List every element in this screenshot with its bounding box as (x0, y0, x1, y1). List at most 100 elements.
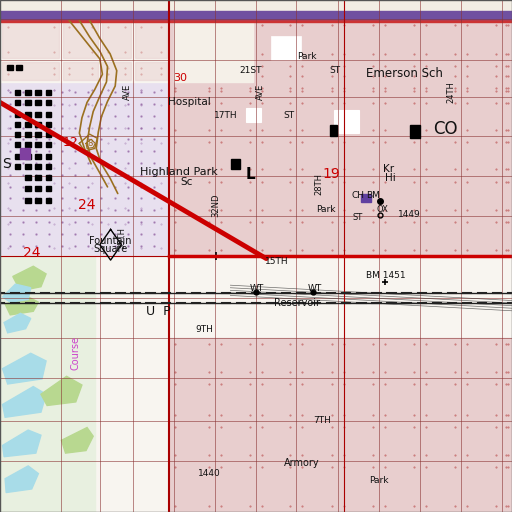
Bar (217, 62, 254, 80)
Text: L: L (246, 167, 255, 182)
Bar (35, 164, 41, 169)
Bar (63, 178, 98, 214)
Bar (171, 340, 213, 376)
Text: ST: ST (284, 111, 295, 120)
Bar (340, 340, 377, 376)
Bar (2, 218, 59, 254)
Bar (171, 138, 213, 174)
Text: Armory: Armory (284, 458, 320, 468)
Bar (381, 84, 418, 95)
Bar (258, 62, 294, 80)
Text: Park: Park (316, 205, 335, 215)
Bar (340, 62, 377, 80)
Bar (340, 218, 377, 254)
Text: Course: Course (71, 336, 81, 370)
Bar (46, 154, 51, 159)
Text: WT: WT (307, 284, 322, 293)
Bar (381, 380, 418, 419)
Text: 30: 30 (173, 73, 187, 83)
Bar (504, 99, 510, 134)
Bar (258, 84, 294, 95)
Bar (258, 218, 294, 254)
Bar (25, 198, 31, 203)
Bar (171, 62, 213, 80)
Bar (182, 60, 212, 78)
Bar (258, 423, 294, 459)
Bar (102, 178, 131, 214)
Bar (340, 380, 377, 419)
Bar (25, 142, 31, 147)
Bar (422, 423, 459, 459)
Bar (46, 100, 51, 105)
Bar (381, 99, 418, 134)
Bar (35, 142, 41, 147)
Bar (46, 198, 51, 203)
Text: AVE: AVE (122, 84, 132, 100)
Bar (298, 463, 336, 510)
Bar (217, 423, 254, 459)
Bar (63, 218, 98, 254)
Bar (102, 138, 131, 174)
Bar (422, 99, 459, 134)
Bar (174, 20, 253, 82)
Bar (25, 132, 31, 137)
Text: 7TH: 7TH (314, 416, 331, 425)
Bar (463, 138, 500, 174)
Bar (35, 175, 41, 180)
Bar (0, 17, 512, 22)
Polygon shape (3, 284, 31, 302)
Bar (0, 19, 169, 82)
Bar (35, 100, 41, 105)
Bar (2, 84, 59, 95)
Bar (25, 175, 31, 180)
Bar (15, 112, 20, 117)
Polygon shape (3, 387, 46, 417)
Bar (15, 100, 20, 105)
Bar (177, 29, 200, 57)
Bar (15, 132, 20, 137)
Bar (171, 218, 213, 254)
Bar (217, 138, 254, 174)
Bar (135, 21, 167, 58)
Text: 24TH: 24TH (446, 81, 455, 103)
Text: Square: Square (93, 244, 127, 254)
Bar (0, 256, 95, 512)
Bar (246, 108, 261, 122)
Bar (504, 380, 510, 419)
Polygon shape (3, 430, 41, 457)
Bar (298, 423, 336, 459)
Polygon shape (3, 353, 46, 384)
Bar (217, 218, 254, 254)
Bar (298, 380, 336, 419)
Bar (334, 110, 359, 133)
Bar (258, 463, 294, 510)
Bar (0, 338, 95, 512)
Bar (463, 340, 500, 376)
Bar (298, 218, 336, 254)
Bar (463, 178, 500, 214)
Bar (298, 178, 336, 214)
Text: Fountain: Fountain (89, 236, 132, 246)
Bar (504, 218, 510, 254)
Bar (258, 380, 294, 419)
Bar (463, 62, 500, 80)
Text: 21ST: 21ST (240, 66, 262, 75)
Text: 24: 24 (23, 246, 40, 260)
Text: 24: 24 (78, 198, 96, 212)
Bar (63, 62, 98, 80)
Bar (16, 65, 22, 70)
Text: ST: ST (352, 213, 362, 222)
Bar (0, 82, 169, 256)
Bar (25, 90, 31, 95)
Bar (102, 21, 131, 58)
Bar (422, 62, 459, 80)
Bar (504, 84, 510, 95)
Bar (504, 138, 510, 174)
Bar (2, 178, 59, 214)
Bar (7, 65, 13, 70)
Bar (330, 125, 337, 136)
Bar (340, 138, 377, 174)
Bar (298, 340, 336, 376)
Bar (463, 21, 500, 58)
Bar (381, 21, 418, 58)
